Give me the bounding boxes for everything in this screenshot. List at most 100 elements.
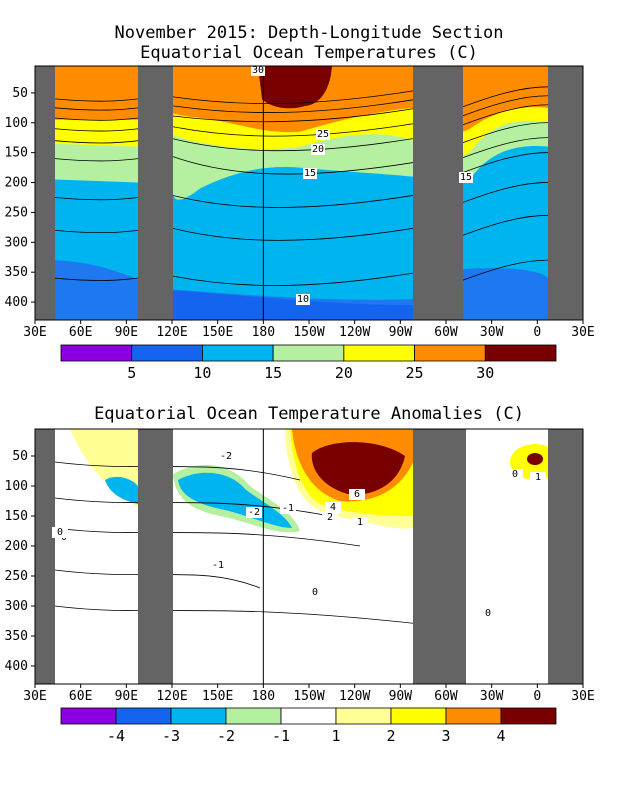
isotherm xyxy=(54,182,549,208)
land-mask xyxy=(413,429,466,684)
colorbar-swatch xyxy=(500,707,557,725)
contour-label: -1 xyxy=(212,560,224,571)
land-mask xyxy=(548,66,583,320)
contour-label-bg xyxy=(480,608,496,619)
x-tick-label: 60E xyxy=(69,325,92,340)
coldest-band xyxy=(173,290,413,320)
colorbar-label: 3 xyxy=(441,727,450,745)
x-tick-label: 150E xyxy=(202,325,233,340)
colorbar-label: 1 xyxy=(331,727,340,745)
contour-label: 1 xyxy=(357,517,363,528)
colorbar-label: -4 xyxy=(107,727,125,745)
contour-label: 25 xyxy=(317,129,329,140)
x-tick-label: 150W xyxy=(293,325,324,340)
x-tick-label: 90W xyxy=(389,689,413,704)
contour-label-bg xyxy=(316,129,330,140)
x-tick-label: 180 xyxy=(252,689,275,704)
land-mask xyxy=(35,429,55,684)
contour-label-bg xyxy=(218,451,234,462)
colorbar-swatch xyxy=(115,707,172,725)
x-tick-label: 30W xyxy=(480,325,504,340)
isotherm xyxy=(54,104,549,126)
contour-label-bg xyxy=(507,469,523,480)
x-tick-label: 30W xyxy=(480,689,504,704)
x-tick-label: 90E xyxy=(115,325,138,340)
colorbar-swatch xyxy=(343,344,415,362)
y-tick-label: 400 xyxy=(5,659,28,674)
colorbar-label: 15 xyxy=(264,364,282,382)
contour-label: 0 xyxy=(57,527,63,538)
contour-label: 10 xyxy=(297,294,309,305)
contour-label-bg xyxy=(251,65,265,76)
x-tick-label: 180 xyxy=(252,325,275,340)
x-tick-label: 30E xyxy=(23,689,46,704)
isotherm xyxy=(54,152,549,175)
land-mask xyxy=(138,429,173,684)
x-tick-label: 60E xyxy=(69,689,92,704)
contour-label-bg xyxy=(349,489,365,500)
contour-label: 0 xyxy=(485,608,491,619)
y-tick-label: 400 xyxy=(5,295,28,310)
colorbar-label: -1 xyxy=(272,727,290,745)
x-tick-label: 120E xyxy=(156,325,187,340)
y-tick-label: 250 xyxy=(5,569,28,584)
y-tick-label: 50 xyxy=(12,86,28,101)
contour-label: 20 xyxy=(312,144,324,155)
warm-anomaly-atlantic-core xyxy=(527,453,543,465)
anomaly-contour xyxy=(54,605,421,625)
colorbar-swatch xyxy=(225,707,282,725)
land-mask xyxy=(548,429,583,684)
colorbar-swatch xyxy=(272,344,345,362)
x-tick-label: 120W xyxy=(339,689,370,704)
isotherm xyxy=(54,259,549,286)
y-tick-label: 200 xyxy=(5,539,28,554)
contour-label: 6 xyxy=(354,489,360,500)
x-tick-label: 150W xyxy=(293,689,324,704)
contour-label: 30 xyxy=(252,65,264,76)
y-tick-label: 300 xyxy=(5,599,28,614)
contour-label: 0 xyxy=(312,587,318,598)
anomaly-panel: Equatorial Ocean Temperature Anomalies (… xyxy=(5,404,595,745)
y-tick-label: 50 xyxy=(12,449,28,464)
colorbar-label: 4 xyxy=(496,727,505,745)
contour-label: 15 xyxy=(460,172,472,183)
contour-label-bg xyxy=(246,507,262,518)
colorbar-swatch xyxy=(60,707,117,725)
contour-label-bg xyxy=(280,503,296,514)
colorbar-label: 30 xyxy=(476,364,494,382)
y-tick-label: 100 xyxy=(5,479,28,494)
colorbar-swatch xyxy=(390,707,447,725)
cold-anomaly-west xyxy=(105,476,138,504)
colorbar-swatch xyxy=(131,344,203,362)
isotherm xyxy=(54,214,549,241)
cold-band-atlantic xyxy=(463,268,548,320)
x-tick-label: 0 xyxy=(533,689,541,704)
colorbar-label: 20 xyxy=(335,364,353,382)
contour-label-bg xyxy=(459,172,473,183)
anomaly-contour xyxy=(54,461,301,481)
x-tick-label: 30E xyxy=(571,689,594,704)
isotherm xyxy=(54,95,549,117)
temperature-panel: November 2015: Depth-Longitude SectionEq… xyxy=(5,23,595,382)
contour-label-bg xyxy=(530,472,546,483)
contour-label-bg xyxy=(325,502,341,513)
contour-label: -2 xyxy=(220,451,232,462)
contour-label-bg xyxy=(307,587,323,598)
y-tick-label: 350 xyxy=(5,265,28,280)
contour-label: 0 xyxy=(512,469,518,480)
contour-label-bg xyxy=(296,294,310,305)
isotherm xyxy=(54,137,549,158)
contour-label: 1 xyxy=(535,472,541,483)
x-tick-label: 60W xyxy=(434,689,458,704)
colorbar-swatch xyxy=(414,344,486,362)
contour-label: 15 xyxy=(304,168,316,179)
colorbar-label: 10 xyxy=(193,364,211,382)
contour-label-bg xyxy=(52,527,68,538)
land-mask xyxy=(413,66,463,320)
contour-label-bg xyxy=(322,512,338,523)
x-tick-label: 120W xyxy=(339,325,370,340)
x-tick-label: 30E xyxy=(571,325,594,340)
y-tick-label: 150 xyxy=(5,146,28,161)
colorbar-swatch xyxy=(445,707,502,725)
